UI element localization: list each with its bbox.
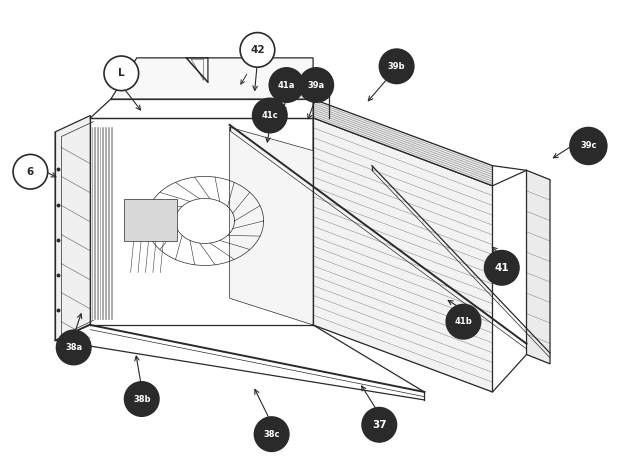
Polygon shape bbox=[229, 127, 313, 325]
Text: 38c: 38c bbox=[264, 430, 280, 439]
Text: 39a: 39a bbox=[308, 80, 325, 90]
Polygon shape bbox=[55, 116, 91, 340]
Ellipse shape bbox=[56, 330, 91, 365]
Ellipse shape bbox=[570, 127, 607, 164]
Text: 41b: 41b bbox=[454, 317, 472, 326]
Text: 38a: 38a bbox=[65, 343, 82, 352]
Polygon shape bbox=[313, 99, 492, 186]
Text: 42: 42 bbox=[250, 45, 265, 55]
Text: 41c: 41c bbox=[262, 111, 278, 120]
Text: 38b: 38b bbox=[133, 394, 151, 404]
Text: 37: 37 bbox=[372, 420, 387, 430]
Text: 39c: 39c bbox=[580, 141, 596, 150]
Polygon shape bbox=[313, 118, 492, 392]
Ellipse shape bbox=[446, 305, 480, 339]
Ellipse shape bbox=[240, 32, 275, 67]
Ellipse shape bbox=[484, 251, 519, 285]
Ellipse shape bbox=[299, 68, 334, 102]
Ellipse shape bbox=[254, 417, 289, 452]
Ellipse shape bbox=[125, 382, 159, 416]
Text: 41a: 41a bbox=[278, 80, 295, 90]
FancyBboxPatch shape bbox=[125, 199, 177, 241]
Text: 41: 41 bbox=[495, 263, 509, 273]
Ellipse shape bbox=[379, 49, 414, 84]
Ellipse shape bbox=[104, 56, 139, 91]
Ellipse shape bbox=[269, 68, 304, 102]
Polygon shape bbox=[111, 58, 313, 99]
Ellipse shape bbox=[13, 155, 48, 189]
Polygon shape bbox=[526, 170, 550, 364]
Ellipse shape bbox=[362, 407, 397, 442]
Ellipse shape bbox=[252, 98, 287, 133]
Text: 6: 6 bbox=[27, 167, 34, 177]
Text: 39b: 39b bbox=[388, 62, 405, 71]
Text: L: L bbox=[118, 68, 125, 78]
